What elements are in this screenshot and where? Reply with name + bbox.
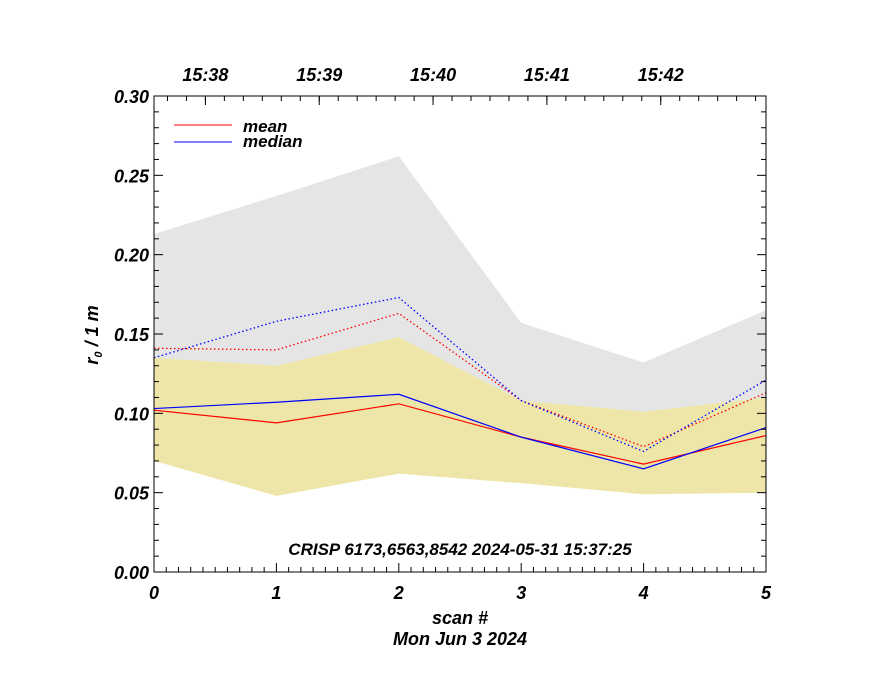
chart-annotation: CRISP 6173,6563,8542 2024-05-31 15:37:25 [288, 540, 632, 559]
y-tick-label: 0.10 [114, 404, 149, 424]
y-tick-label: 0.30 [114, 87, 149, 107]
top-tick-label: 15:39 [296, 65, 342, 85]
x-tick-label: 1 [271, 583, 281, 603]
series-layer [153, 296, 767, 470]
y-axis-title-unit: / 1 m [82, 305, 102, 351]
band-gray-range [154, 156, 766, 412]
y-axis-title-subscript: 0 [93, 351, 105, 358]
top-tick-label: 15:40 [410, 65, 456, 85]
top-tick-label: 15:38 [182, 65, 228, 85]
legend-label-median: median [243, 132, 303, 151]
x-tick-label: 5 [761, 583, 772, 603]
top-tick-label: 15:41 [524, 65, 570, 85]
x-tick-label: 3 [516, 583, 526, 603]
y-tick-label: 0.20 [114, 246, 149, 266]
series-mean-solid [153, 403, 767, 465]
y-axis-title-r: r [82, 357, 102, 365]
date-label: Mon Jun 3 2024 [393, 629, 527, 649]
ticks-layer: 0.00 0.05 0.10 0.15 0.20 0.25 0.30 0 1 2 3 4 5 15:38 1… [114, 65, 772, 603]
top-tick-label: 15:42 [638, 65, 684, 85]
x-tick-label: 2 [393, 583, 404, 603]
band-yellow-range [154, 337, 766, 496]
x-axis-title: scan # [432, 608, 488, 628]
legend-label-mean: mean [243, 117, 287, 136]
y-axis-title: r0 / 1 m [82, 305, 105, 364]
series-median-solid [153, 393, 767, 470]
legend: mean median [174, 117, 303, 151]
y-tick-label: 0.15 [114, 325, 150, 345]
series-median-dotted [153, 296, 767, 453]
series-mean-dotted [153, 312, 767, 448]
bands-layer [154, 156, 766, 496]
x-tick-label: 0 [149, 583, 159, 603]
y-tick-label: 0.05 [114, 484, 150, 504]
y-tick-label: 0.25 [114, 166, 150, 186]
x-tick-label: 4 [638, 583, 649, 603]
y-tick-label: 0.00 [114, 563, 149, 583]
